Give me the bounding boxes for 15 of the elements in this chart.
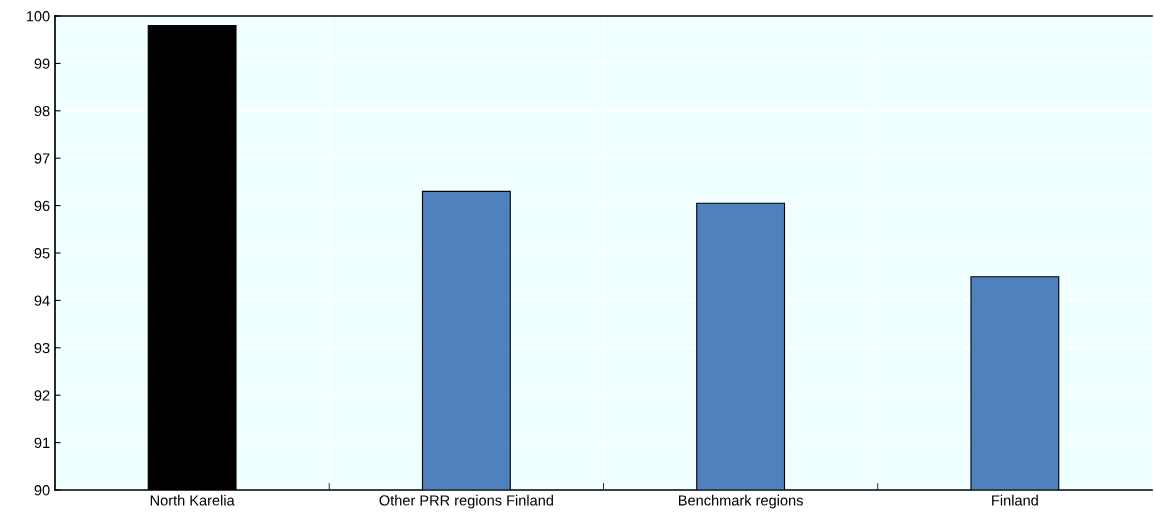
y-tick-label: 98 [34,105,50,117]
x-tick-label: Benchmark regions [679,494,803,509]
y-tick-label: 90 [34,485,50,496]
y-tick-label: 95 [34,248,50,259]
y-tick-label: 94 [34,295,50,306]
y-tick-label: 91 [34,437,50,449]
y-tick-label: 93 [34,342,50,354]
x-tick-label: North Karelia [150,494,235,506]
y-tick-label: 99 [34,58,50,69]
y-tick-label: 92 [34,390,50,401]
x-tick-label: Finland [992,494,1038,506]
y-tick-label: 100 [26,11,50,22]
x-tick-label: Other PRR regions Finland [379,494,553,509]
y-tick-label: 97 [34,153,50,164]
y-tick-label: 96 [34,200,50,212]
